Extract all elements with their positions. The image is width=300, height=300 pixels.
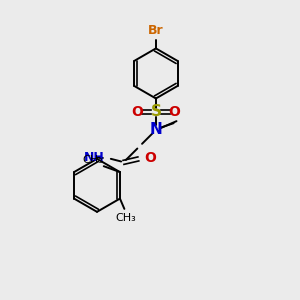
- Text: NH: NH: [84, 152, 104, 164]
- Text: O: O: [168, 105, 180, 119]
- Text: CH₃: CH₃: [116, 213, 136, 223]
- Text: Br: Br: [148, 24, 164, 37]
- Text: S: S: [150, 104, 161, 119]
- Text: O: O: [144, 151, 156, 165]
- Text: N: N: [149, 122, 162, 137]
- Text: CH₃: CH₃: [82, 155, 103, 165]
- Text: O: O: [132, 105, 144, 119]
